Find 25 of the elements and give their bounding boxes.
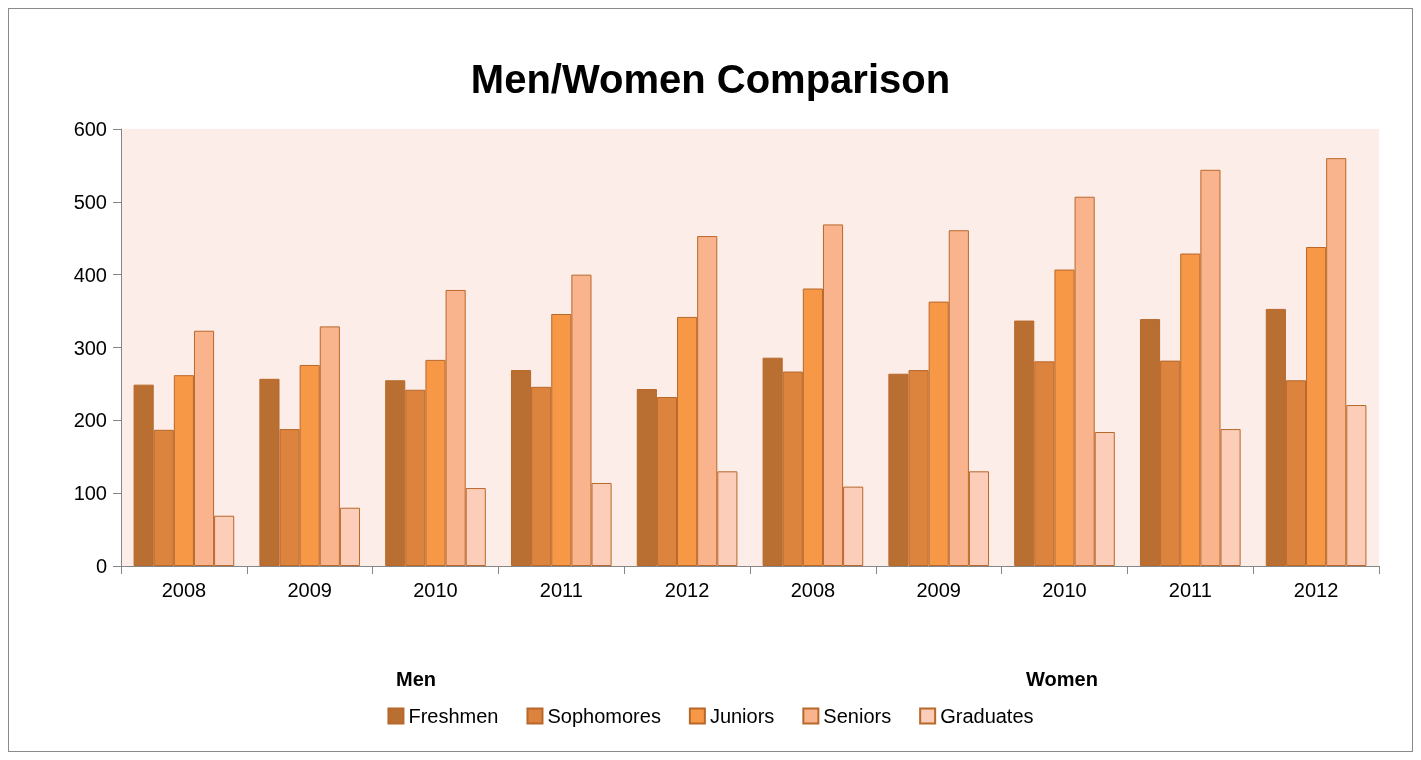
x-tick-label: 2009 — [287, 579, 332, 601]
legend-label: Sophomores — [547, 705, 661, 727]
y-tick-label: 500 — [73, 190, 107, 213]
y-tick-label: 600 — [73, 118, 107, 140]
x-tick-label: 2008 — [161, 579, 207, 601]
x-tick-label: 2011 — [1168, 579, 1212, 601]
x-tick-label: 2011 — [539, 579, 583, 601]
y-tick-label: 200 — [73, 409, 107, 432]
x-tick-label: 2012 — [1293, 579, 1339, 601]
x-tick-label: 2008 — [790, 579, 836, 601]
text: Women — [1026, 668, 1098, 690]
x-tick-label: 2010 — [1042, 579, 1087, 601]
y-tick-label: 400 — [73, 263, 107, 286]
legend-label: Graduates — [940, 705, 1034, 727]
legend-label: Juniors — [709, 705, 775, 727]
y-tick-label: 100 — [73, 482, 107, 505]
x-tick-label: 2012 — [664, 579, 710, 601]
y-tick-label: 0 — [95, 555, 107, 577]
legend-label: Freshmen — [408, 705, 499, 727]
text: Men — [396, 668, 436, 690]
x-tick-label: 2010 — [413, 579, 458, 601]
legend-label: Seniors — [823, 705, 892, 727]
chart-title: Men/Women Comparison — [470, 57, 951, 101]
x-tick-label: 2009 — [916, 579, 961, 601]
y-tick-label: 300 — [73, 336, 107, 359]
